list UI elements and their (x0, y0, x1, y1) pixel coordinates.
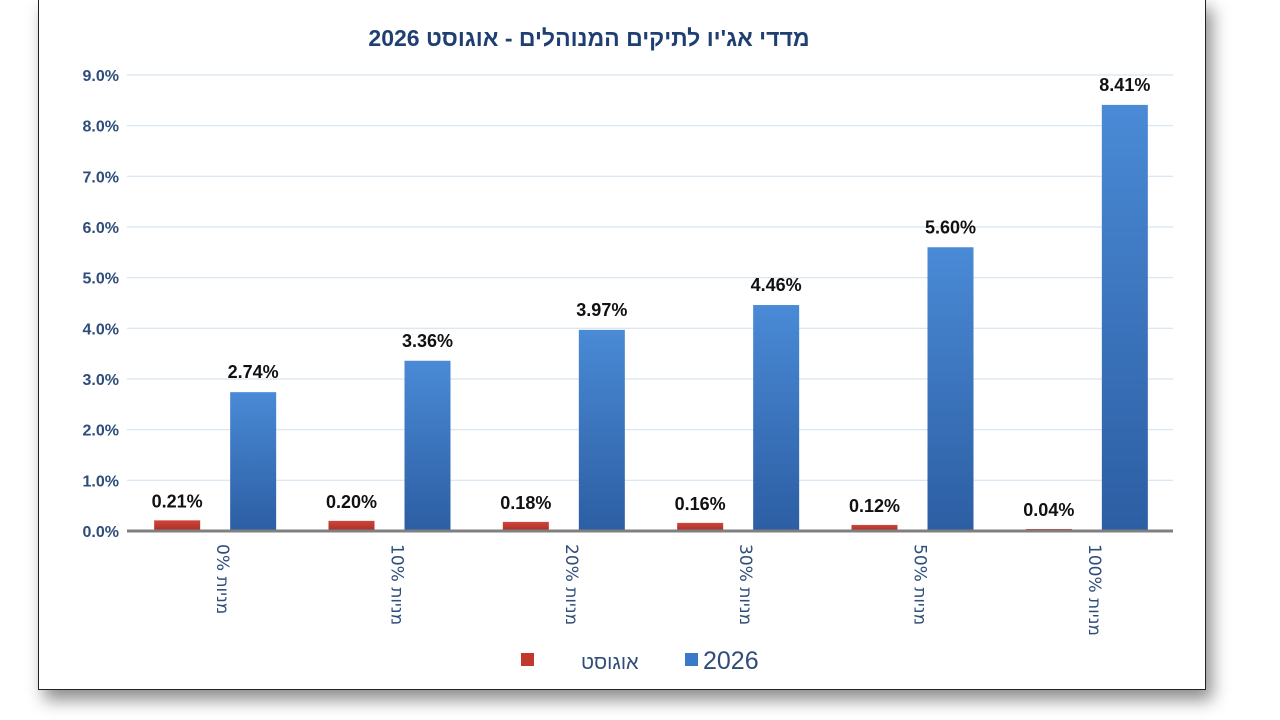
x-tick-label: מניות 100% (1084, 544, 1104, 636)
bar-2026 (230, 392, 277, 531)
bar-august (328, 520, 375, 531)
bar-august (851, 524, 898, 531)
chart-svg: מדדי אג'יו לתיקים המנוהלים - אוגוסט 2026… (83, 25, 1173, 675)
chart-title: מדדי אג'יו לתיקים המנוהלים - אוגוסט 2026 (368, 25, 809, 51)
data-labels-layer: 0.21% 2.74% 0.20% 3.36% 0.18% 3.97% 0.16% 4.46%… (152, 75, 1151, 520)
chart-frame: מדדי אג'יו לתיקים המנוהלים - אוגוסט 2026… (38, 0, 1206, 690)
y-tick-label: 3.0% (83, 372, 119, 389)
bar-2026 (578, 329, 625, 531)
y-tick-label: 2.0% (83, 423, 119, 440)
bars-layer (127, 104, 1173, 533)
x-tick-label: מניות 30% (735, 544, 755, 625)
x-tick-label: מניות 50% (910, 544, 930, 625)
y-tick-label: 8.0% (83, 119, 119, 136)
data-label: 8.41% (1099, 75, 1150, 95)
y-axis: 0.0% 1.0% 2.0% 3.0% 4.0% 5.0% 6.0% 7.0% 8.0% 9.0% (83, 68, 119, 541)
y-tick-label: 0.0% (83, 524, 119, 541)
data-label: 3.97% (576, 300, 627, 320)
data-label: 3.36% (402, 331, 453, 351)
bar-august (154, 520, 201, 531)
x-tick-label: מניות 10% (387, 544, 407, 625)
bar-2026 (927, 247, 974, 531)
data-label: 0.21% (152, 491, 203, 511)
legend-label-2026: 2026 (703, 647, 759, 675)
data-label: 0.18% (500, 493, 551, 513)
bar-2026 (753, 305, 800, 531)
y-tick-label: 1.0% (83, 473, 119, 490)
legend-label-august: אוגוסט (581, 652, 639, 674)
x-tick-label: מניות 20% (561, 544, 581, 625)
x-tick-label: מניות 0% (212, 544, 232, 614)
bar-2026 (1101, 104, 1148, 531)
grid-layer (127, 74, 1173, 481)
y-tick-label: 9.0% (83, 68, 119, 85)
y-tick-label: 5.0% (83, 271, 119, 288)
legend-swatch-august (521, 653, 534, 666)
y-tick-label: 7.0% (83, 169, 119, 186)
data-label: 0.16% (675, 494, 726, 514)
y-tick-label: 6.0% (83, 220, 119, 237)
data-label: 4.46% (751, 275, 802, 295)
legend: אוגוסט 2026 (521, 647, 759, 675)
data-label: 2.74% (228, 362, 279, 382)
data-label: 0.20% (326, 492, 377, 512)
bar-august (677, 522, 724, 531)
legend-swatch-2026 (685, 653, 698, 666)
bar-2026 (404, 360, 451, 531)
y-tick-label: 4.0% (83, 321, 119, 338)
data-label: 5.60% (925, 217, 976, 237)
data-label: 0.04% (1023, 500, 1074, 520)
x-axis: מניות 0% מניות 10% מניות 20% מניות 30% מניות… (212, 544, 1104, 636)
bar-august (502, 521, 549, 531)
data-label: 0.12% (849, 496, 900, 516)
